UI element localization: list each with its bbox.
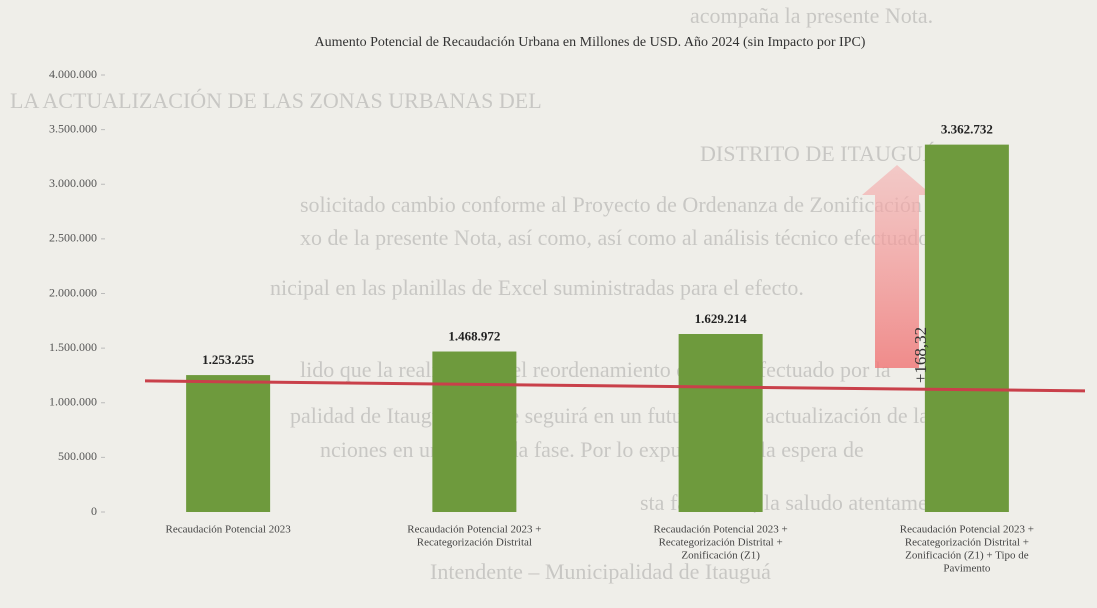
value-label: 1.468.972	[448, 328, 500, 343]
bleed-line: nicipal en las planillas de Excel sumini…	[270, 275, 804, 300]
y-tick-label: 3.000.000	[49, 176, 97, 190]
value-label: 3.362.732	[941, 122, 993, 137]
value-label: 1.253.255	[202, 352, 255, 367]
bar	[186, 375, 271, 512]
x-tick-label: Pavimento	[943, 563, 991, 575]
bleed-line: LA ACTUALIZACIÓN DE LAS ZONAS URBANAS DE…	[10, 88, 542, 113]
x-tick-label: Recategorización Distrital +	[905, 537, 1029, 549]
x-tick-label: Zonificación (Z1)	[681, 550, 760, 562]
x-tick-label: Recaudación Potencial 2023 +	[900, 524, 1034, 536]
bleed-line: solicitado cambio conforme al Proyecto d…	[300, 192, 948, 217]
bleed-line: lido que la realización del reordenamien…	[300, 357, 891, 382]
y-tick-label: 3.500.000	[49, 121, 97, 135]
y-tick-label: 4.000.000	[49, 67, 97, 81]
bleed-line: DISTRITO DE ITAUGUÁ.	[700, 141, 944, 166]
annotation: +168,32	[911, 327, 930, 383]
y-tick-label: 1.000.000	[49, 395, 97, 409]
x-tick-label: Recategorización Distrital	[417, 537, 532, 549]
x-tick-label: Recaudación Potencial 2023 +	[654, 524, 788, 536]
bleed-through-text: acompaña la presente Nota. LA ACTUALIZACI…	[10, 3, 985, 584]
x-tick-label: Recategorización Distrital +	[659, 537, 783, 549]
y-tick-label: 0	[91, 504, 97, 518]
bar	[678, 334, 763, 512]
value-label: 1.629.214	[695, 311, 748, 326]
increase-arrow	[862, 165, 932, 368]
y-tick-label: 500.000	[58, 449, 97, 463]
bar	[432, 351, 517, 512]
chart-title: Aumento Potencial de Recaudación Urbana …	[315, 35, 866, 50]
bar	[924, 144, 1009, 513]
reference-line	[144, 379, 1086, 393]
x-tick-label: Zonificación (Z1) + Tipo de	[905, 550, 1029, 562]
bleed-line: nciones en una segunda fase. Por lo expu…	[320, 437, 864, 462]
x-tick-label: Recaudación Potencial 2023	[166, 524, 292, 536]
y-tick-label: 1.500.000	[49, 340, 97, 354]
x-tick-label: Recaudación Potencial 2023 +	[407, 524, 541, 536]
y-tick-label: 2.000.000	[49, 285, 97, 299]
y-tick-label: 2.500.000	[49, 231, 97, 245]
bleed-line: Intendente – Municipalidad de Itauguá	[430, 559, 771, 584]
bleed-line: xo de la presente Nota, así como, así co…	[300, 225, 985, 250]
bleed-line: acompaña la presente Nota.	[690, 3, 933, 28]
bleed-line: palidad de Itauguá, que se seguirá en un…	[290, 403, 938, 428]
